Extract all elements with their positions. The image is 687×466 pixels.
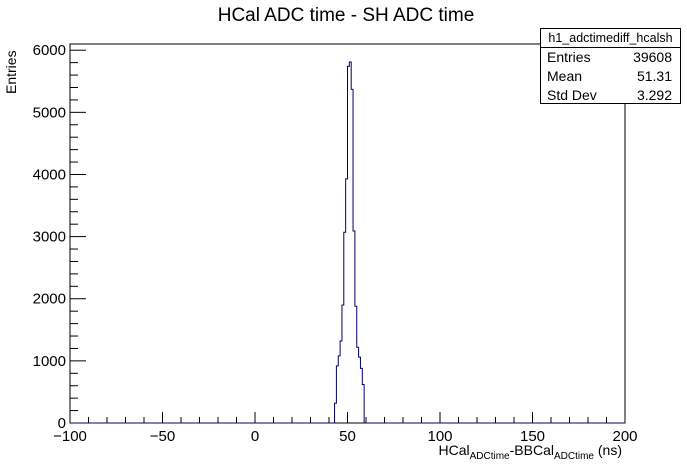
x-tick-label: 50 (339, 428, 356, 445)
x-axis-label-mid: -BBCal (510, 442, 554, 458)
y-tick-label: 6000 (33, 42, 66, 59)
stats-entries-label: Entries (547, 49, 591, 65)
x-tick-label: 150 (520, 428, 545, 445)
y-tick-label: 5000 (33, 104, 66, 121)
x-axis-label-post: (ns) (594, 442, 622, 458)
stats-entries-value: 39608 (633, 49, 672, 65)
stats-stddev-label: Std Dev (547, 87, 597, 103)
y-tick-label: 4000 (33, 166, 66, 183)
stats-mean-value: 51.31 (636, 68, 672, 84)
x-tick-labels: −100 −50 0 50 100 150 200 (53, 428, 637, 445)
stats-histogram-name: h1_adctimediff_hcalsh (541, 29, 680, 48)
x-axis-label: HCalADCtime-BBCalADCtime (ns) (438, 442, 622, 462)
stats-row-mean: Mean 51.31 (541, 67, 680, 86)
y-tick-labels: 0 1000 2000 3000 4000 5000 6000 (33, 42, 66, 432)
stats-row-entries: Entries 39608 (541, 48, 680, 67)
x-tick-label: −100 (53, 428, 87, 445)
y-tick-label: 2000 (33, 291, 66, 308)
x-tick-label: 100 (427, 428, 452, 445)
y-axis-label: Entries (3, 50, 19, 94)
x-axis-label-sub2: ADCtime (554, 451, 594, 462)
y-tick-label: 1000 (33, 353, 66, 370)
x-tick-label: 200 (612, 428, 637, 445)
stats-stddev-value: 3.292 (636, 87, 672, 103)
x-tick-label: 0 (251, 428, 259, 445)
y-tick-label: 3000 (33, 229, 66, 246)
x-axis-label-sub1: ADCtime (470, 451, 510, 462)
x-tick-label: −50 (150, 428, 175, 445)
axis-ticks (69, 49, 626, 424)
x-axis-label-pre: HCal (438, 442, 469, 458)
stats-row-stddev: Std Dev 3.292 (541, 86, 680, 105)
histogram-line (70, 61, 625, 424)
stats-mean-label: Mean (547, 68, 583, 84)
y-tick-label: 0 (58, 415, 66, 432)
stats-box: h1_adctimediff_hcalsh Entries 39608 Mean… (540, 28, 681, 104)
chart-title: HCal ADC time - SH ADC time (218, 5, 475, 26)
